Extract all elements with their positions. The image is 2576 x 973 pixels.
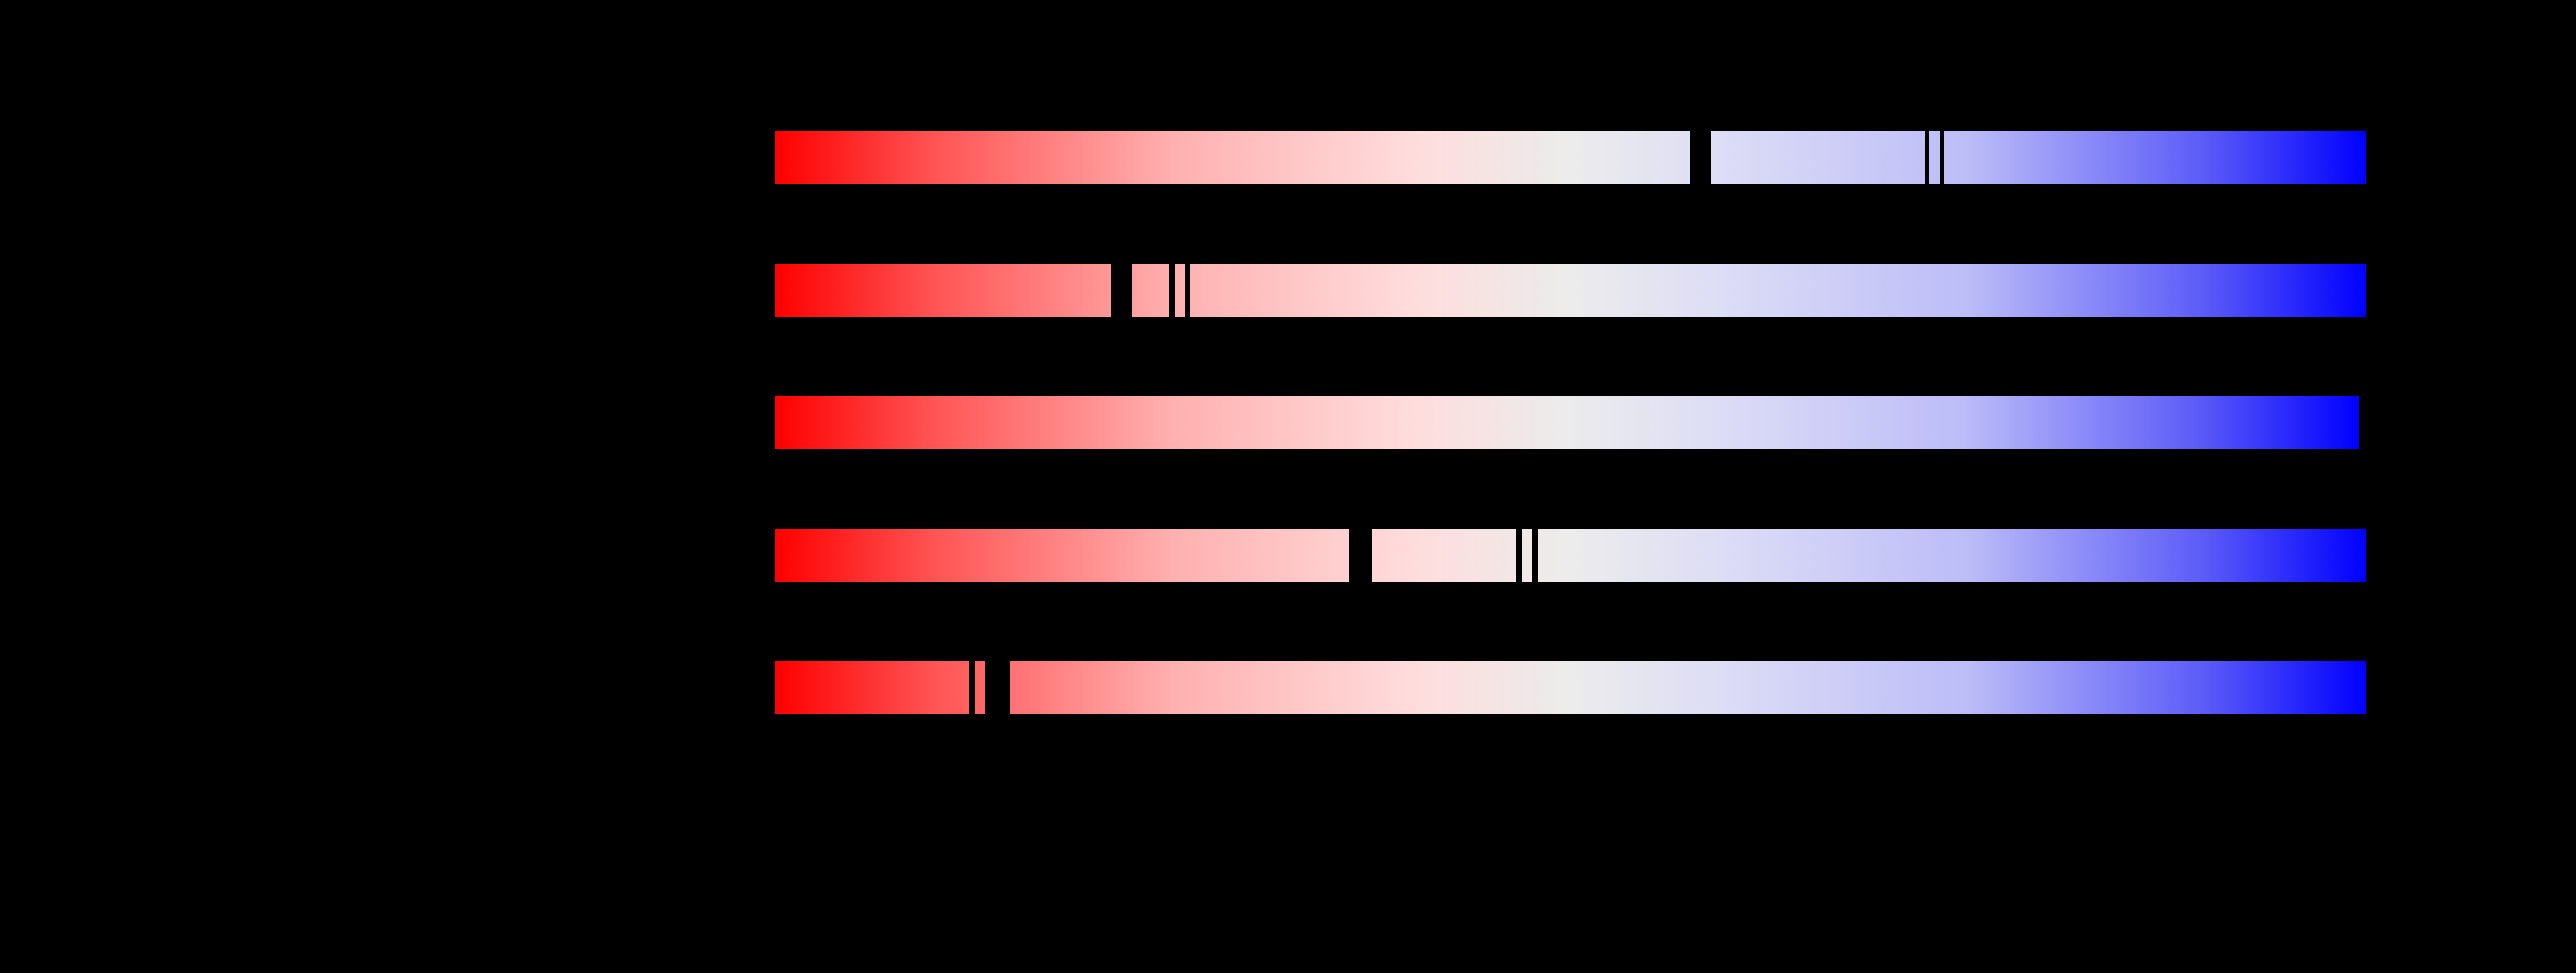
- bar-gap: [1940, 130, 1944, 185]
- bar-gap: [1185, 263, 1190, 317]
- bar-gap: [1516, 528, 1522, 582]
- gradient-bar-row-3: [775, 396, 2359, 449]
- gradient-bar-row-4: [775, 528, 2366, 582]
- bar-gap: [1925, 130, 1929, 185]
- bar-gap: [985, 661, 1010, 715]
- bar-gap: [1349, 528, 1372, 582]
- bar-gap: [969, 661, 975, 715]
- gradient-bar-row-5: [775, 661, 2366, 715]
- bar-gap: [1169, 263, 1175, 317]
- bar-gap: [1532, 528, 1538, 582]
- gradient-bar-row-2: [775, 263, 2366, 317]
- gradient-bar-row-1: [775, 130, 2366, 185]
- bar-gap: [1111, 263, 1132, 317]
- bar-gap: [1690, 130, 1711, 185]
